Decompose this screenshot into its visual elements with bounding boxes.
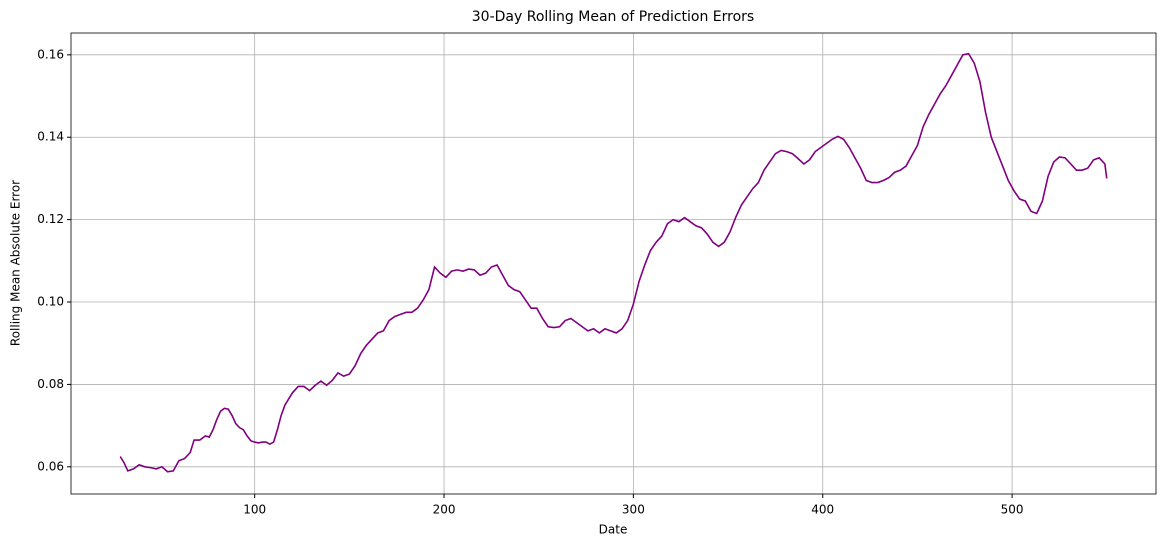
x-tick-label: 300 <box>622 503 645 517</box>
y-tick-label: 0.06 <box>37 459 64 473</box>
x-tick-label: 400 <box>811 503 834 517</box>
data-line <box>119 52 1108 473</box>
x-tick-label: 100 <box>243 503 266 517</box>
x-axis-label: Date <box>599 523 628 537</box>
plot-frame <box>70 32 1157 495</box>
y-tick-label: 0.10 <box>37 295 64 309</box>
y-axis-label: Rolling Mean Absolute Error <box>9 180 23 346</box>
x-tick-label: 500 <box>1001 503 1024 517</box>
chart-title: 30-Day Rolling Mean of Prediction Errors <box>472 9 754 25</box>
y-tick-label: 0.16 <box>37 47 64 61</box>
x-tick-label: 200 <box>433 503 456 517</box>
y-tick-label: 0.12 <box>37 212 64 226</box>
y-tick-label: 0.14 <box>37 130 64 144</box>
y-tick-label: 0.08 <box>37 377 64 391</box>
